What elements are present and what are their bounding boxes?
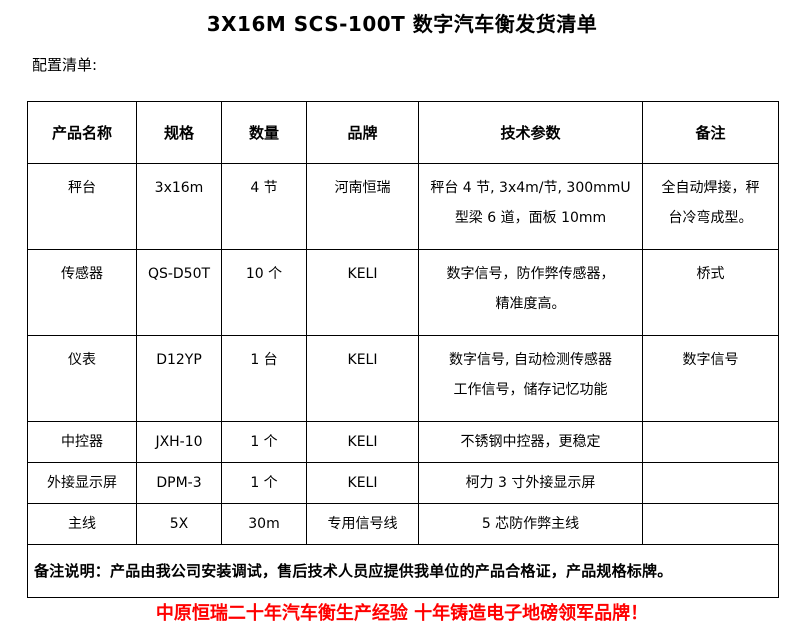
cell-brand: KELI [306,462,419,504]
remark-line: 全自动焊接，秤 [661,180,760,196]
table-row: 中控器 JXH-10 1 个 KELI 不锈钢中控器，更稳定 [27,421,779,463]
cell-brand: KELI [306,421,419,463]
table-header: 产品名称 规格 数量 品牌 技术参数 备注 [27,101,779,164]
tech-params-line: 秤台 4 节, 3x4m/节, 300mmU [430,180,631,196]
tech-params-line: 工作信号，储存记忆功能 [453,382,608,398]
remark-line: 数字信号 [682,352,739,368]
cell-remark: 桥式 [642,249,779,336]
cell-remark [642,503,779,545]
table-note-row: 备注说明：产品由我公司安装调试，售后技术人员应提供我单位的产品合格证，产品规格标… [27,544,779,598]
tech-params-line: 数字信号，防作弊传感器， [446,266,615,282]
cell-remark: 数字信号 [642,335,779,422]
cell-quantity: 10 个 [221,249,307,336]
table-header-row: 产品名称 规格 数量 品牌 技术参数 备注 [27,101,779,164]
table-body: 秤台 3x16m 4 节 河南恒瑞 秤台 4 节, 3x4m/节, 300mmU… [27,163,779,598]
cell-quantity: 30m [221,503,307,545]
column-header-spec: 规格 [136,101,222,164]
cell-quantity: 1 个 [221,421,307,463]
column-header-tech-params: 技术参数 [418,101,643,164]
table-row: 外接显示屏 DPM-3 1 个 KELI 柯力 3 寸外接显示屏 [27,462,779,504]
cell-spec: QS-D50T [136,249,222,336]
tech-params-line: 精准度高。 [495,296,566,312]
column-header-brand: 品牌 [306,101,419,164]
cell-quantity: 1 台 [221,335,307,422]
remark-line: 台冷弯成型。 [668,210,753,226]
table-row: 仪表 D12YP 1 台 KELI 数字信号, 自动检测传感器 工作信号，储存记… [27,335,779,422]
cell-tech-params: 5 芯防作弊主线 [418,503,643,545]
cell-product-name: 外接显示屏 [27,462,137,504]
cell-remark [642,462,779,504]
cell-spec: D12YP [136,335,222,422]
cell-product-name: 传感器 [27,249,137,336]
column-header-quantity: 数量 [221,101,307,164]
page-title: 3X16M SCS-100T 数字汽车衡发货清单 [206,12,598,36]
table-row: 传感器 QS-D50T 10 个 KELI 数字信号，防作弊传感器， 精准度高。… [27,249,779,336]
cell-tech-params: 秤台 4 节, 3x4m/节, 300mmU 型梁 6 道，面板 10mm [418,163,643,250]
table-row: 主线 5X 30m 专用信号线 5 芯防作弊主线 [27,503,779,545]
cell-product-name: 中控器 [27,421,137,463]
cell-spec: DPM-3 [136,462,222,504]
cell-remark [642,421,779,463]
cell-spec: 3x16m [136,163,222,250]
cell-spec: JXH-10 [136,421,222,463]
cell-brand: 河南恒瑞 [306,163,419,250]
column-header-remark: 备注 [642,101,779,164]
remark-line: 桥式 [696,266,725,282]
cell-tech-params: 柯力 3 寸外接显示屏 [418,462,643,504]
cell-brand: 专用信号线 [306,503,419,545]
configuration-list-label: 配置清单: [32,56,98,74]
cell-brand: KELI [306,249,419,336]
cell-tech-params: 数字信号，防作弊传感器， 精准度高。 [418,249,643,336]
tech-params-line: 型梁 6 道，面板 10mm [454,210,607,226]
footer-slogan: 中原恒瑞二十年汽车衡生产经验 十年铸造电子地磅领军品牌！ [155,603,649,624]
specification-table: 产品名称 规格 数量 品牌 技术参数 备注 秤台 3x16m 4 节 河南恒瑞 … [27,101,779,598]
cell-spec: 5X [136,503,222,545]
cell-tech-params: 数字信号, 自动检测传感器 工作信号，储存记忆功能 [418,335,643,422]
cell-remark: 全自动焊接，秤 台冷弯成型。 [642,163,779,250]
cell-product-name: 仪表 [27,335,137,422]
cell-product-name: 主线 [27,503,137,545]
tech-params-line: 数字信号, 自动检测传感器 [449,352,612,368]
column-header-product-name: 产品名称 [27,101,137,164]
cell-quantity: 1 个 [221,462,307,504]
cell-product-name: 秤台 [27,163,137,250]
remark-note: 备注说明：产品由我公司安装调试，售后技术人员应提供我单位的产品合格证，产品规格标… [27,544,779,598]
cell-quantity: 4 节 [221,163,307,250]
table-row: 秤台 3x16m 4 节 河南恒瑞 秤台 4 节, 3x4m/节, 300mmU… [27,163,779,250]
cell-tech-params: 不锈钢中控器，更稳定 [418,421,643,463]
cell-brand: KELI [306,335,419,422]
